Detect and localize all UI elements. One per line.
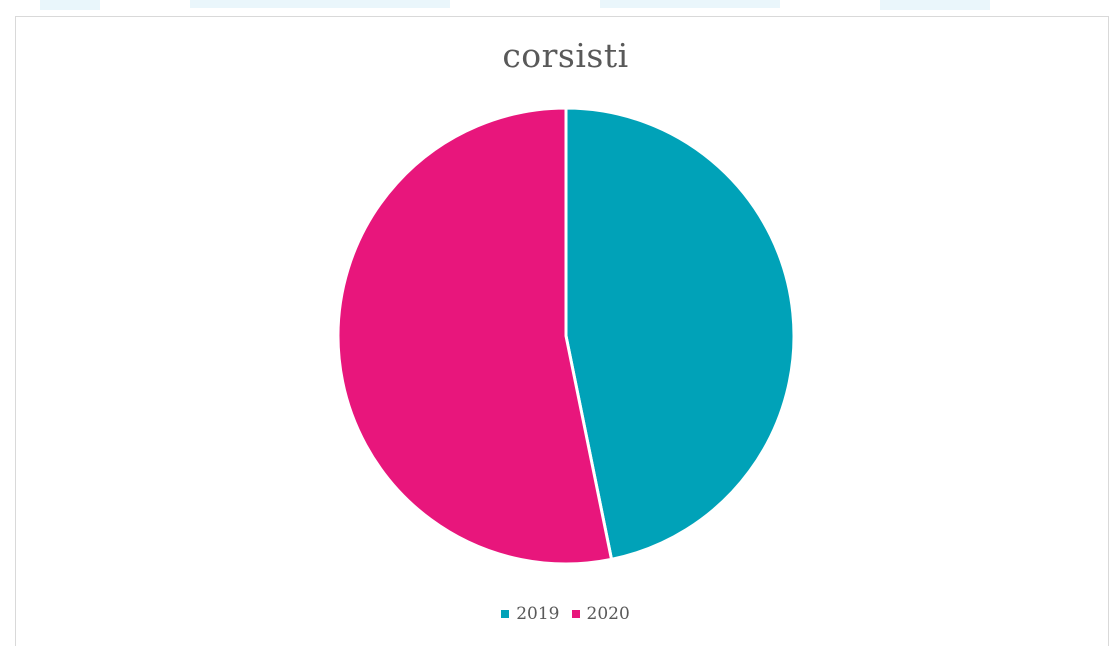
chart-legend: 2019 2020 [0, 604, 1114, 624]
legend-swatch [571, 610, 580, 618]
watermark-graphic [40, 0, 990, 10]
background-watermark-band [0, 0, 1114, 14]
pie-slice-2020 [336, 106, 614, 566]
legend-label: 2019 [516, 604, 560, 624]
legend-label: 2020 [586, 604, 630, 624]
legend-swatch [501, 610, 510, 618]
legend-item-2020: 2020 [571, 604, 630, 624]
chart-title: corsisti [502, 36, 629, 75]
legend-item-2019: 2019 [501, 604, 560, 624]
pie-slice-2019 [564, 106, 796, 561]
